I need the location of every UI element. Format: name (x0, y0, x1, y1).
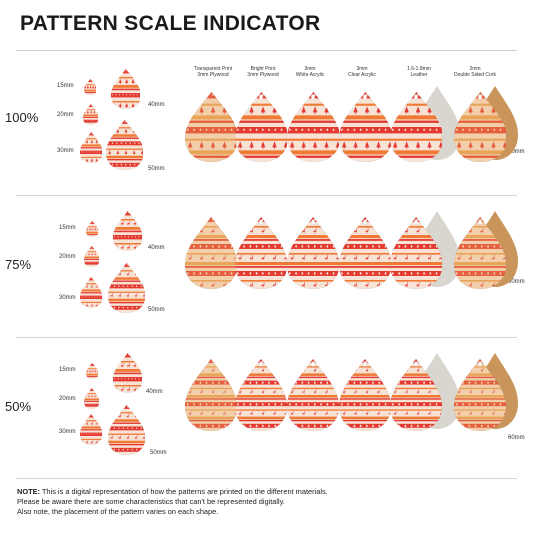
material-transparent-plywood (185, 217, 237, 289)
size-sample-20mm (84, 246, 99, 267)
size-label-20mm: 20mm (59, 254, 76, 260)
material-white-acrylic (287, 92, 339, 162)
material-white-acrylic (287, 359, 339, 431)
size-sample-50mm (108, 405, 145, 455)
material-cork (454, 92, 506, 162)
material-bright-plywood (235, 92, 287, 162)
size-label-50mm: 50mm (150, 450, 167, 456)
page-title: PATTERN SCALE INDICATOR (20, 12, 321, 35)
column-header-bright-plywood: Bright Print 3mm Plywood (247, 66, 279, 78)
size-label-60mm: 60mm (508, 435, 525, 441)
title-divider (16, 50, 517, 51)
size-label-20mm: 20mm (59, 396, 76, 402)
scale-section-75: 75% 15mm 20mm 30mm 40mm 50mm 60mm (0, 197, 533, 337)
disclaimer-note: NOTE: This is a digital representation o… (17, 487, 517, 517)
size-sample-15mm (84, 79, 96, 95)
note-line-3: Also note, the placement of the pattern … (17, 507, 219, 516)
material-leather (390, 217, 442, 289)
section-divider (16, 337, 517, 338)
size-sample-40mm (113, 353, 142, 393)
material-cork (454, 359, 506, 431)
size-label-40mm: 40mm (148, 245, 165, 251)
size-label-60mm: 60mm (508, 149, 525, 155)
size-label-20mm: 20mm (57, 112, 74, 118)
size-sample-40mm (111, 69, 140, 109)
note-line-1: This is a digital representation of how … (41, 487, 328, 496)
size-sample-20mm (84, 388, 99, 409)
scale-label: 75% (5, 257, 32, 272)
material-transparent-plywood (185, 92, 237, 162)
scale-label: 100% (5, 110, 39, 125)
material-transparent-plywood (185, 359, 237, 431)
size-label-30mm: 30mm (57, 148, 74, 154)
column-header-clear-acrylic: 3mm Clear Acrylic (348, 66, 376, 78)
scale-section-50: 50% 15mm 20mm 30mm 40mm 50mm 60mm (0, 339, 533, 479)
size-label-40mm: 40mm (146, 389, 163, 395)
material-cork (454, 217, 506, 289)
column-header-white-acrylic: 3mm White Acrylic (295, 66, 325, 78)
size-sample-30mm (80, 414, 102, 445)
scale-section-100: 100% 15mm 20mm 30mm 40mm 50mm 60mm (0, 52, 533, 192)
material-clear-acrylic (339, 217, 391, 289)
scale-label: 50% (5, 399, 32, 414)
size-sample-30mm (80, 132, 102, 163)
size-label-15mm: 15mm (59, 367, 76, 373)
material-leather (390, 92, 442, 162)
note-line-2: Please be aware there are some character… (17, 497, 285, 506)
material-clear-acrylic (339, 92, 391, 162)
size-label-15mm: 15mm (59, 225, 76, 231)
section-divider (16, 195, 517, 196)
size-sample-15mm (86, 221, 98, 237)
size-sample-50mm (108, 263, 145, 313)
size-sample-15mm (86, 363, 98, 379)
size-label-15mm: 15mm (57, 83, 74, 89)
column-header-transparent-plywood: Transparent Print 3mm Plywood (193, 66, 233, 78)
size-sample-40mm (113, 211, 142, 251)
material-clear-acrylic (339, 359, 391, 431)
material-leather (390, 359, 442, 431)
size-sample-20mm (83, 104, 98, 125)
material-bright-plywood (235, 217, 287, 289)
size-sample-30mm (80, 277, 102, 308)
size-label-50mm: 50mm (148, 166, 165, 172)
column-header-cork: 2mm Double Sided Cork (454, 66, 496, 78)
material-white-acrylic (287, 217, 339, 289)
size-label-60mm: 60mm (508, 279, 525, 285)
size-label-40mm: 40mm (148, 102, 165, 108)
material-bright-plywood (235, 359, 287, 431)
size-label-50mm: 50mm (148, 307, 165, 313)
size-label-30mm: 30mm (59, 429, 76, 435)
column-header-leather: 1.6-1.8mm Leather (407, 66, 431, 78)
size-sample-50mm (106, 120, 143, 170)
note-label: NOTE: (17, 487, 40, 496)
size-label-30mm: 30mm (59, 295, 76, 301)
section-divider (16, 478, 517, 479)
